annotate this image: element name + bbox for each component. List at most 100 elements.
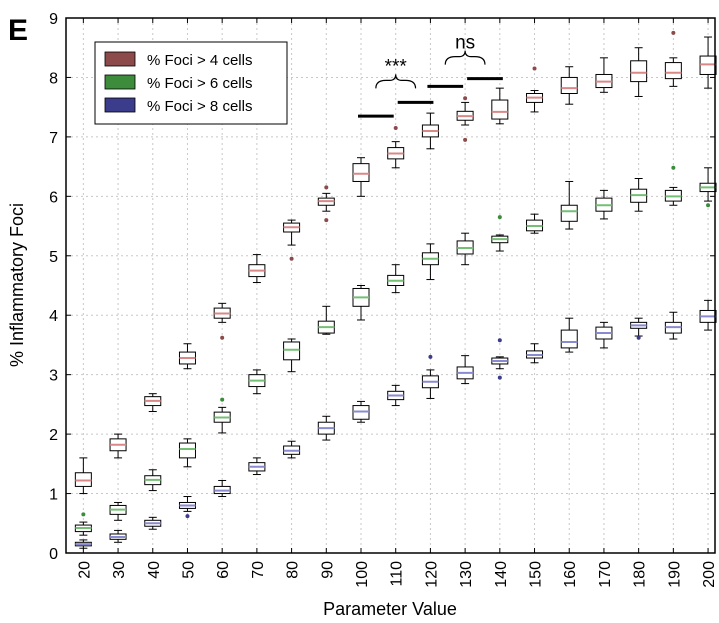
x-tick-label: 130: [458, 561, 475, 588]
outlier-point: [532, 66, 537, 71]
y-tick-label: 3: [49, 368, 58, 385]
box-plot: [283, 440, 301, 459]
box-plot: [178, 343, 196, 370]
box-plot: [213, 397, 231, 434]
box-plot: [595, 189, 613, 220]
outlier-point: [220, 397, 225, 402]
box-plot: [421, 243, 439, 281]
outlier-point: [497, 215, 502, 220]
y-tick-label: 0: [49, 546, 58, 563]
x-tick-label: 70: [250, 561, 267, 579]
legend-swatch: [104, 97, 136, 113]
axis-ticks: 0 1 2 3 4 5 6 7 8 9 20 30 40 50 60 70 80 90 100 110 120 130 14…: [49, 11, 718, 588]
box-plot: [630, 47, 648, 97]
box-plot: [109, 501, 127, 521]
box-plot: [456, 355, 474, 385]
box-iqr: [178, 442, 196, 459]
box-plot: [317, 185, 335, 223]
box-plot: [421, 112, 439, 150]
box-groups: [74, 30, 717, 549]
outlier-point: [220, 335, 225, 340]
x-tick-label: 20: [76, 561, 93, 579]
box-plot: [456, 96, 474, 142]
box-plot: [352, 400, 370, 423]
box-plot: [109, 529, 127, 543]
x-tick-label: 80: [285, 561, 302, 579]
x-tick-label: 50: [180, 561, 197, 579]
box-iqr: [560, 329, 578, 349]
series-3-boxes: [74, 299, 717, 549]
outlier-point: [393, 125, 398, 130]
x-tick-label: 40: [146, 561, 163, 579]
box-plot: [74, 457, 92, 495]
x-tick-label: 150: [528, 561, 545, 588]
box-plot: [144, 469, 162, 492]
y-tick-label: 4: [49, 308, 58, 325]
box-iqr: [560, 204, 578, 222]
outlier-point: [671, 30, 676, 35]
box-plot: [213, 302, 231, 340]
box-plot: [560, 66, 578, 105]
box-plot: [526, 343, 544, 364]
y-axis-label: % Inflammatory Foci: [7, 203, 27, 367]
legend: % Foci > 4 cells % Foci > 6 cells % Foci >…: [94, 41, 288, 125]
box-plot: [595, 57, 613, 93]
x-tick-label: 110: [389, 561, 406, 587]
x-tick-label: 60: [215, 561, 232, 579]
box-plot: [699, 36, 717, 89]
series-2-boxes: [74, 165, 717, 536]
box-plot: [213, 479, 231, 498]
box-plot: [144, 393, 162, 413]
box-plot: [248, 254, 266, 284]
plot-frame: [65, 17, 716, 554]
y-tick-label: 7: [49, 130, 58, 147]
box-plot: [491, 87, 509, 125]
outlier-point: [636, 335, 641, 340]
legend-entry-label: % Foci > 8 cells: [147, 98, 252, 115]
box-plot: [178, 438, 196, 468]
panel-letter: E: [8, 14, 28, 47]
box-plot: [144, 516, 162, 530]
box-plot: [699, 299, 717, 331]
box-plot: [283, 338, 301, 373]
box-plot: [109, 433, 127, 459]
box-plot: [526, 66, 544, 113]
significance-bracket: ns: [427, 33, 503, 88]
box-plot: [595, 321, 613, 349]
y-tick-label: 6: [49, 189, 58, 206]
y-tick-label: 5: [49, 249, 58, 266]
box-plot: [664, 30, 682, 87]
box-plot: [421, 354, 439, 399]
box-iqr: [630, 60, 648, 83]
box-plot: [387, 264, 405, 294]
box-iqr: [491, 99, 509, 120]
outlier-point: [463, 96, 468, 101]
series-1-boxes: [74, 30, 717, 495]
outlier-point: [463, 137, 468, 142]
outlier-point: [428, 354, 433, 359]
box-plot: [74, 539, 92, 549]
x-tick-label: 140: [493, 561, 510, 588]
box-iqr: [283, 341, 301, 361]
outlier-point: [185, 514, 190, 519]
box-plot: [456, 232, 474, 266]
box-iqr: [560, 76, 578, 94]
box-plot: [491, 215, 509, 252]
box-plot: [248, 457, 266, 476]
significance-brackets: *** ns: [358, 33, 503, 118]
outlier-point: [497, 375, 502, 380]
x-axis-label: Parameter Value: [323, 599, 457, 619]
outlier-point: [324, 185, 329, 190]
box-iqr: [352, 163, 370, 182]
box-plot: [387, 125, 405, 169]
x-tick-label: 90: [319, 561, 336, 579]
x-tick-label: 160: [562, 561, 579, 588]
x-tick-label: 190: [666, 561, 683, 588]
x-tick-label: 30: [111, 561, 128, 579]
box-plot: [560, 180, 578, 230]
x-tick-label: 200: [701, 561, 718, 588]
box-plot: [317, 305, 335, 335]
x-tick-label: 100: [354, 561, 371, 588]
box-plot: [560, 317, 578, 353]
box-plot: [630, 317, 648, 340]
